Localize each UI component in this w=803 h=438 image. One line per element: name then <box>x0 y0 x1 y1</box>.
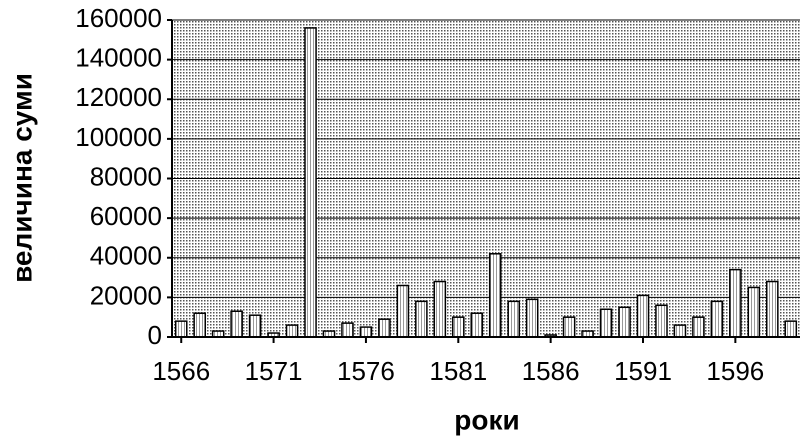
bar <box>636 294 650 338</box>
y-tick-label: 80000 <box>90 161 162 191</box>
bar <box>655 304 668 338</box>
bar <box>378 318 391 338</box>
bar <box>507 300 520 338</box>
y-tick-label: 120000 <box>75 82 162 112</box>
x-tick-label: 1566 <box>152 356 210 386</box>
x-tick-label: 1591 <box>614 356 672 386</box>
y-tick-label: 160000 <box>75 3 162 33</box>
bar <box>470 312 484 338</box>
bar <box>285 324 299 338</box>
bar <box>359 326 373 338</box>
bar <box>692 316 705 338</box>
bar <box>452 316 465 338</box>
y-tick-label: 0 <box>148 320 162 350</box>
y-tick-label: 100000 <box>75 122 162 152</box>
bar <box>766 280 779 338</box>
y-axis-title: величина суми <box>6 73 37 283</box>
bar <box>729 268 742 338</box>
bar <box>341 322 354 338</box>
bar <box>248 314 262 338</box>
bar <box>784 320 798 338</box>
bar <box>396 284 410 338</box>
bar <box>488 253 502 338</box>
bar <box>415 300 428 338</box>
bar <box>304 27 317 338</box>
bar <box>562 316 576 338</box>
bar <box>193 312 206 338</box>
x-tick-label: 1576 <box>337 356 395 386</box>
x-tick-label: 1571 <box>245 356 303 386</box>
bar <box>525 298 539 338</box>
bar <box>673 324 687 338</box>
bar <box>599 308 613 338</box>
bar <box>174 320 188 338</box>
y-tick-label: 140000 <box>75 43 162 73</box>
x-axis-title: роки <box>454 404 519 435</box>
bar <box>710 300 724 338</box>
y-tick-label: 20000 <box>90 280 162 310</box>
y-tick-label: 60000 <box>90 201 162 231</box>
bar <box>230 310 243 338</box>
bar <box>747 286 761 338</box>
x-tick-label: 1596 <box>706 356 764 386</box>
x-tick-label: 1581 <box>429 356 487 386</box>
bar <box>433 280 447 338</box>
bar <box>618 306 631 338</box>
y-tick-label: 40000 <box>90 241 162 271</box>
x-tick-label: 1586 <box>522 356 580 386</box>
